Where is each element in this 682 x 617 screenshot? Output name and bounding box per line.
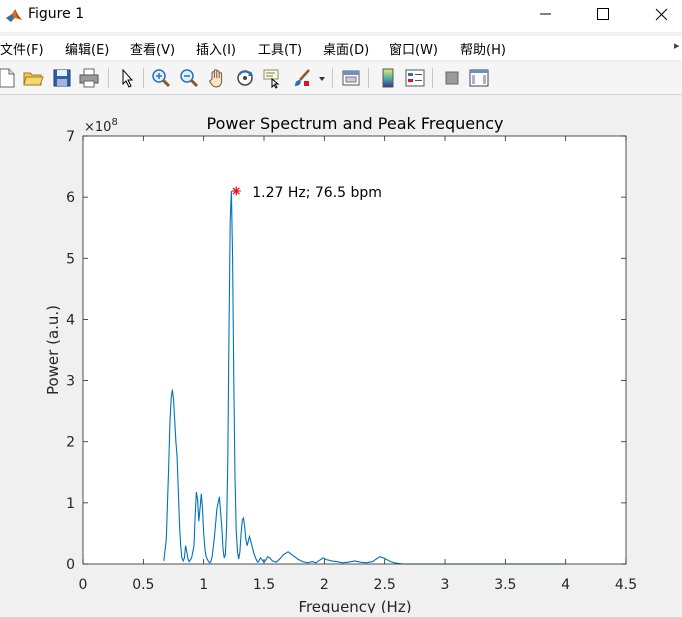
x-axis-label: Frequency (Hz): [298, 598, 411, 613]
power-spectrum-line: [163, 190, 566, 565]
menu-bar: 文件(F) 编辑(E) 查看(V) 插入(I) 工具(T) 桌面(D) 窗口(W…: [0, 36, 682, 60]
brush-dropdown-icon[interactable]: [315, 67, 329, 89]
y-tick-label: 1: [66, 496, 75, 512]
y-tick-label: 4: [66, 312, 75, 328]
toolbar-separator: [332, 68, 333, 88]
x-tick-label: 2: [320, 577, 329, 593]
menu-file[interactable]: 文件(F): [0, 43, 44, 58]
print-icon[interactable]: [78, 67, 100, 89]
maximize-button[interactable]: [580, 0, 626, 30]
y-tick-label: 6: [66, 190, 75, 206]
hide-plot-tools-icon[interactable]: [441, 67, 463, 89]
zoom-out-icon[interactable]: [178, 67, 200, 89]
title-bar: Figure 1: [0, 0, 682, 32]
x-tick-label: 1.5: [253, 577, 275, 593]
toolbar-separator: [432, 68, 433, 88]
legend-icon[interactable]: [404, 67, 426, 89]
chart-title: Power Spectrum and Peak Frequency: [207, 114, 504, 133]
x-tick-label: 0.5: [132, 577, 154, 593]
figure-area: 0 0.5 1 1.5 2 2.5 3 3.5 4 4.5 0 1 2 3 4 5 6 7 1.27 Hz; 76…: [0, 96, 682, 616]
open-file-icon[interactable]: [22, 67, 44, 89]
matlab-logo-icon: [6, 9, 22, 22]
show-plot-tools-icon[interactable]: [468, 67, 490, 89]
x-tick-label: 3: [441, 577, 450, 593]
pan-hand-icon[interactable]: [206, 67, 228, 89]
y-tick-label: 7: [66, 129, 75, 145]
x-tick-label: 2.5: [374, 577, 396, 593]
window-title: Figure 1: [28, 6, 85, 22]
menu-window[interactable]: 窗口(W): [389, 43, 438, 58]
pointer-icon[interactable]: [116, 67, 138, 89]
axes-background: [83, 136, 626, 564]
data-cursor-icon[interactable]: [262, 67, 284, 89]
toolbar-separator: [368, 68, 369, 88]
toolbar: [0, 62, 682, 95]
x-tick-label: 3.5: [494, 577, 516, 593]
axes-box: [82, 135, 627, 565]
y-tick-label: 0: [66, 557, 75, 573]
rotate-3d-icon[interactable]: [234, 67, 256, 89]
menu-help[interactable]: 帮助(H): [460, 43, 506, 58]
menu-view[interactable]: 查看(V): [130, 43, 176, 58]
menu-desktop[interactable]: 桌面(D): [323, 43, 370, 58]
toolbar-separator: [143, 68, 144, 88]
link-plot-icon[interactable]: [340, 67, 362, 89]
menu-edit[interactable]: 编辑(E): [65, 43, 110, 58]
brush-icon[interactable]: [291, 67, 313, 89]
toolbar-separator: [108, 68, 109, 88]
minimize-button[interactable]: [522, 0, 568, 30]
menu-tools[interactable]: 工具(T): [258, 43, 303, 58]
y-tick-label: 2: [66, 435, 75, 451]
y-axis-label: Power (a.u.): [44, 305, 62, 395]
peak-marker: [231, 186, 241, 196]
y-tick-label: 3: [66, 374, 75, 390]
close-button[interactable]: [638, 0, 682, 30]
x-tick-label: 0: [79, 577, 88, 593]
x-tick-label: 4.5: [615, 577, 637, 593]
y-exponent-label: ×108: [84, 117, 118, 135]
power-spectrum-chart[interactable]: 0 0.5 1 1.5 2 2.5 3 3.5 4 4.5 0 1 2 3 4 5 6 7 1.27 Hz; 76…: [0, 96, 682, 616]
zoom-in-icon[interactable]: [150, 67, 172, 89]
y-tick-label: 5: [66, 251, 75, 267]
menu-insert[interactable]: 插入(I): [196, 43, 236, 58]
x-tick-label: 4: [561, 577, 570, 593]
colorbar-icon[interactable]: [377, 67, 399, 89]
new-figure-icon[interactable]: [0, 67, 18, 89]
x-tick-label: 1: [199, 577, 208, 593]
peak-annotation: 1.27 Hz; 76.5 bpm: [252, 185, 382, 201]
peak-marker-stroke: [232, 187, 240, 195]
save-icon[interactable]: [51, 67, 73, 89]
menu-overflow-icon[interactable]: ▸: [674, 39, 680, 52]
